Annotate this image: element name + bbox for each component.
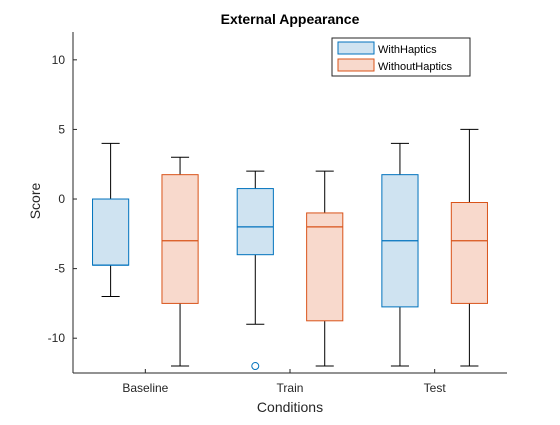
legend-label: WithHaptics [378,44,437,56]
box [450,202,488,304]
x-tick-label: Train [277,381,304,395]
box [161,174,199,304]
y-tick-label: -10 [48,331,66,345]
axes-group: -10 -5 0 5 10 Baseline Train Test [48,32,507,395]
x-tick-label: Test [424,381,447,395]
legend-swatch [337,41,375,55]
box [306,212,344,322]
boxes-group [92,128,488,371]
title-group: External Appearance [221,11,360,27]
axis-labels-group: Conditions Score [27,183,323,415]
y-tick-label: 0 [58,192,65,206]
y-tick-label: -5 [54,262,65,276]
y-tick-label: 5 [58,122,65,136]
legend-group: WithHaptics WithoutHaptics [331,37,471,77]
x-tick-label: Baseline [122,381,168,395]
y-axis-label: Score [27,183,43,220]
outlier-point [251,362,260,371]
legend-swatch [337,58,375,72]
box [236,188,274,256]
y-tick-label: 10 [52,53,66,67]
legend-label: WithoutHaptics [378,61,452,73]
chart-title: External Appearance [221,11,360,27]
box [92,198,130,266]
x-axis-label: Conditions [257,399,323,415]
